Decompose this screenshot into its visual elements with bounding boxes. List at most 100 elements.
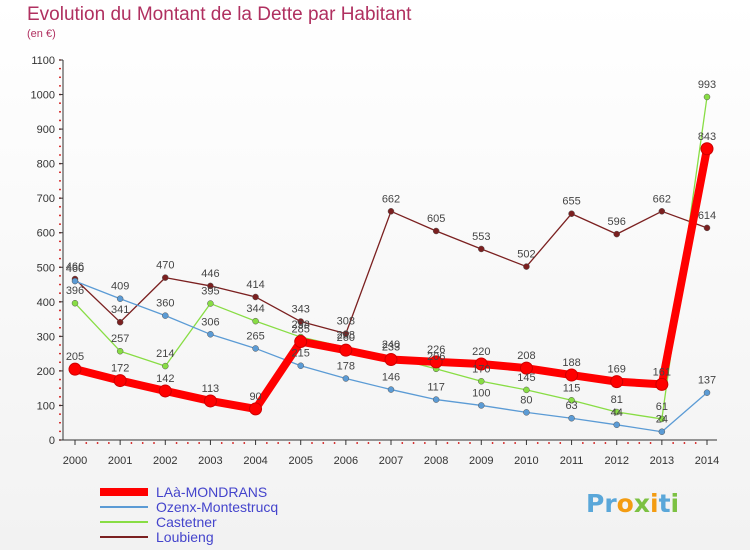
data-label: 265 (246, 330, 264, 342)
data-label: 993 (698, 79, 716, 91)
data-label: 161 (653, 366, 671, 378)
data-point (71, 277, 79, 285)
x-tick-label: 2012 (604, 455, 628, 467)
data-point (703, 224, 711, 232)
data-point (252, 293, 259, 301)
data-label: 260 (337, 332, 355, 344)
data-label: 614 (698, 210, 716, 222)
data-label: 396 (66, 285, 84, 297)
data-label: 343 (292, 304, 310, 316)
y-tick-label: 0 (49, 435, 55, 447)
data-point (342, 330, 350, 337)
data-label: 24 (656, 414, 668, 426)
data-point (162, 274, 169, 281)
data-label: 233 (382, 342, 400, 354)
y-minor-dot (59, 361, 61, 364)
data-point (387, 208, 395, 215)
x-minor-dot (186, 442, 189, 444)
data-point (339, 343, 353, 357)
y-minor-dot (59, 110, 61, 113)
data-label: 100 (472, 387, 490, 399)
y-minor-dot (59, 378, 61, 381)
data-point (116, 347, 124, 355)
data-label: 81 (611, 394, 623, 406)
y-minor-dot (59, 171, 61, 174)
y-minor-dot (59, 205, 61, 208)
data-point (297, 318, 304, 325)
legend-swatch (100, 535, 148, 538)
legend: LAà-MONDRANS Ozenx-Montestrucq Castetner… (100, 483, 279, 545)
y-minor-dot (59, 283, 61, 286)
x-minor-dot (141, 442, 144, 444)
x-minor-dot (627, 442, 629, 444)
data-point (162, 362, 169, 370)
data-label: 662 (653, 193, 671, 205)
y-minor-dot (59, 275, 61, 277)
x-minor-dot (491, 442, 494, 444)
data-point (113, 374, 127, 388)
x-minor-dot (423, 442, 426, 444)
x-minor-dot (593, 442, 596, 444)
data-point (116, 295, 124, 302)
data-point (703, 93, 711, 101)
data-point (474, 357, 488, 371)
data-label: 220 (472, 346, 490, 358)
x-minor-dot (130, 442, 133, 444)
data-label: 553 (472, 231, 490, 243)
y-tick-label: 400 (37, 297, 55, 309)
x-tick-label: 2003 (198, 455, 222, 467)
data-label: 502 (517, 249, 535, 261)
data-label: 137 (698, 375, 716, 387)
legend-label: LAà-MONDRANS (156, 483, 268, 500)
data-label: 662 (382, 193, 400, 205)
x-tick-label: 2014 (695, 455, 719, 467)
data-label: 117 (427, 382, 445, 394)
data-point (565, 368, 579, 382)
x-tick-label: 2004 (243, 455, 267, 467)
data-point (658, 208, 666, 215)
y-tick-label: 100 (37, 400, 55, 412)
y-minor-dot (59, 326, 61, 329)
y-minor-dot (59, 223, 61, 225)
y-minor-dot (59, 352, 61, 355)
data-label: 308 (337, 316, 355, 328)
data-label: 215 (292, 348, 310, 360)
data-point (568, 414, 575, 422)
legend-label: Ozenx-Montestrucq (156, 498, 279, 515)
data-label: 44 (611, 407, 623, 419)
data-label: 605 (427, 213, 445, 225)
data-point (478, 402, 485, 409)
data-point (252, 317, 259, 325)
y-minor-dot (59, 257, 61, 260)
data-point (523, 263, 530, 270)
data-point (613, 230, 620, 238)
data-label: 80 (520, 394, 532, 406)
data-label: 90 (249, 391, 261, 403)
data-label: 170 (472, 363, 490, 375)
data-label: 344 (246, 303, 264, 315)
data-label: 214 (156, 348, 174, 360)
y-minor-dot (59, 395, 61, 398)
y-minor-dot (59, 85, 61, 87)
x-tick-label: 2005 (288, 455, 312, 467)
proxiti-logo: Proxiti (586, 489, 680, 518)
y-tick-label: 300 (37, 331, 55, 343)
x-minor-dot (378, 442, 381, 444)
x-minor-dot (548, 442, 550, 444)
x-minor-dot (604, 442, 607, 444)
y-minor-dot (59, 154, 61, 156)
data-label: 205 (66, 351, 84, 363)
data-label: 172 (111, 363, 129, 375)
data-label: 268 (337, 329, 355, 341)
data-point (71, 299, 79, 307)
data-label: 142 (156, 373, 174, 385)
data-point (568, 210, 575, 217)
x-tick-label: 2009 (469, 455, 493, 467)
data-label: 257 (111, 333, 129, 345)
y-minor-dot (59, 145, 61, 148)
data-point (478, 378, 485, 385)
data-label: 178 (337, 361, 355, 373)
data-point (613, 421, 620, 429)
